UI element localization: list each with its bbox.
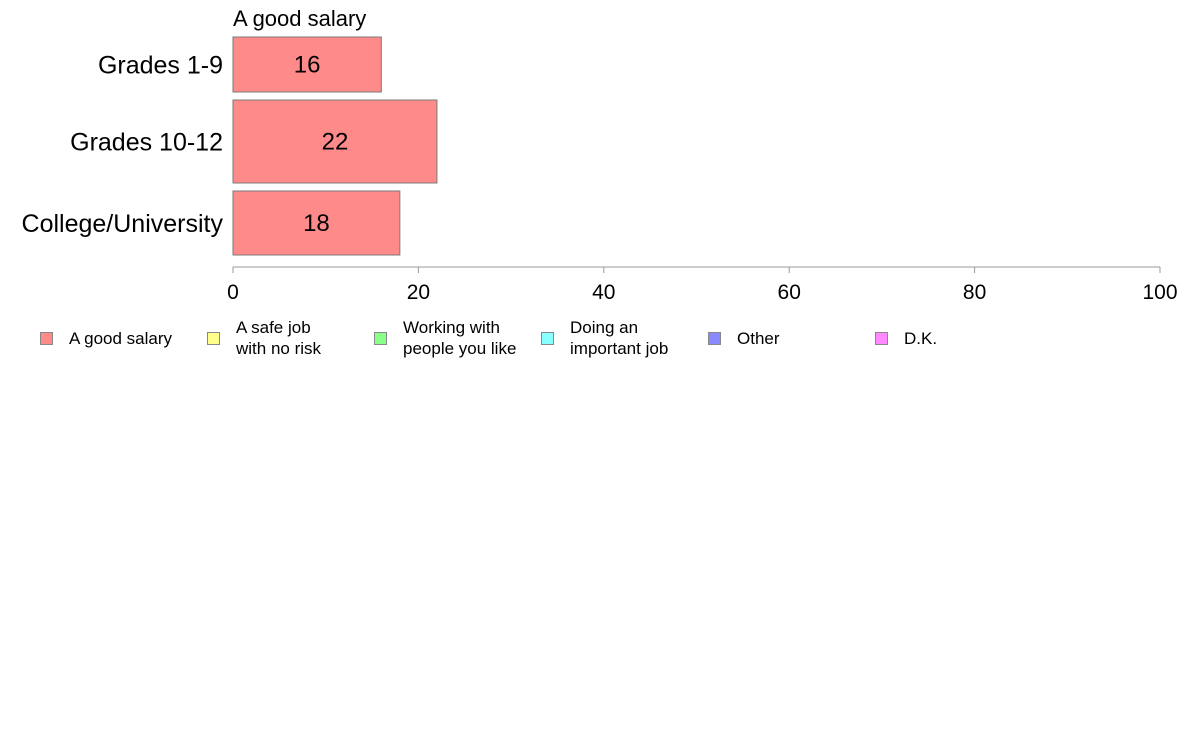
legend-swatch-working-with-people bbox=[374, 331, 387, 345]
legend-item-working-with-people: Working with people you like bbox=[374, 316, 516, 360]
legend-item-good-salary: A good salary bbox=[40, 316, 172, 360]
category-label-college-university: College/University bbox=[22, 210, 224, 238]
legend-label-dk: D.K. bbox=[904, 328, 938, 348]
legend-label-working-with-people: Working with people you like bbox=[403, 318, 517, 358]
x-tick-label-80: 80 bbox=[963, 281, 986, 300]
legend-swatch-important-job bbox=[541, 331, 554, 345]
legend-swatch-other bbox=[708, 331, 721, 345]
chart-title: A good salary bbox=[233, 6, 366, 31]
bar-college-university bbox=[232, 190, 401, 256]
x-tick-label-20: 20 bbox=[407, 281, 430, 300]
category-label-grades-1-9: Grades 1-9 bbox=[98, 52, 223, 80]
category-label-grades-10-12: Grades 10-12 bbox=[70, 129, 223, 157]
legend-label-important-job: Doing an important job bbox=[570, 318, 669, 358]
x-tick-label-40: 40 bbox=[592, 281, 615, 300]
x-tick-label-100: 100 bbox=[1142, 281, 1177, 300]
bar-chart: A good salary 16 Grades 1-9 22 Grades 10-12 1… bbox=[22, 6, 1178, 300]
legend-item-dk: D.K. bbox=[875, 316, 937, 360]
legend-item-safe-job: A safe job with no risk bbox=[207, 316, 321, 360]
legend-label-safe-job: A safe job with no risk bbox=[236, 318, 322, 358]
data-label-college-university: 18 bbox=[303, 210, 330, 237]
bar-grades-10-12 bbox=[232, 99, 438, 184]
legend-swatch-dk bbox=[875, 331, 888, 345]
x-tick-label-0: 0 bbox=[227, 281, 239, 300]
legend-label-other: Other bbox=[737, 328, 780, 348]
bar-grades-1-9 bbox=[232, 36, 382, 93]
legend-label-good-salary: A good salary bbox=[69, 328, 173, 348]
x-tick-label-60: 60 bbox=[778, 281, 801, 300]
data-label-grades-1-9: 16 bbox=[294, 52, 321, 79]
legend-swatch-good-salary bbox=[40, 331, 53, 345]
legend-item-other: Other bbox=[708, 316, 780, 360]
legend-item-important-job: Doing an important job bbox=[541, 316, 668, 360]
legend: A good salary A safe job with no risk Wo… bbox=[0, 316, 1188, 366]
data-label-grades-10-12: 22 bbox=[322, 129, 349, 156]
legend-swatch-safe-job bbox=[207, 331, 220, 345]
